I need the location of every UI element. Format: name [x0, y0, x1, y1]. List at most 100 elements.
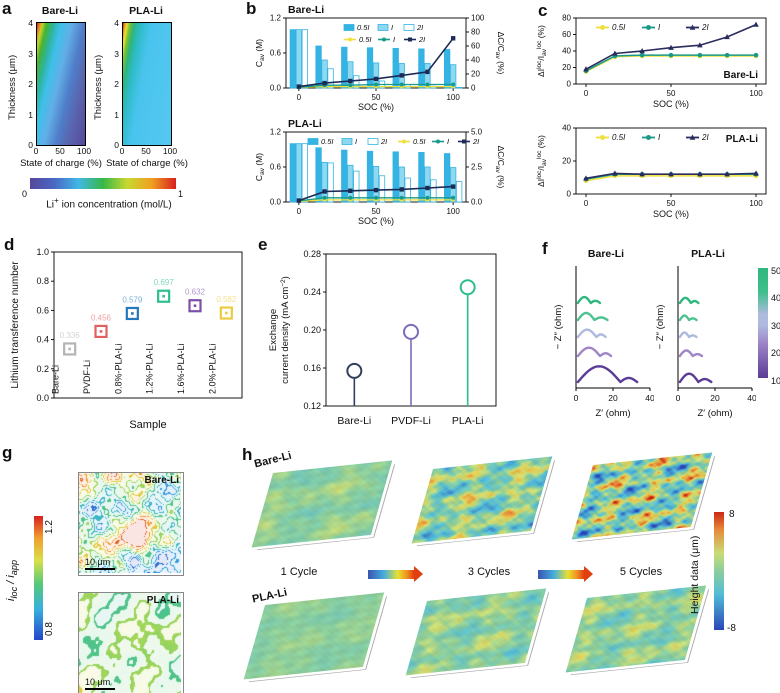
svg-text:0.6: 0.6	[270, 163, 282, 172]
transference-scatter: 0.0 0.2 0.4 0.6 0.8 1.0 0.336 Bare-Li 0.456 PVDF-…	[10, 247, 243, 431]
panel-h: h Bare-Li PLA-Li 1 Cycle 3 Cycles 5 Cycl…	[220, 440, 780, 693]
scalebar-text: 10 μm	[85, 676, 111, 687]
scalebar-line	[85, 687, 115, 690]
svg-text:ΔC/Cav (%): ΔC/Cav (%)	[494, 146, 504, 189]
heatmap-pla-ylabel: Thickness (μm)	[93, 54, 104, 120]
svg-text:I: I	[355, 137, 357, 146]
svg-text:0.6: 0.6	[36, 305, 49, 315]
svg-text:0.28: 0.28	[303, 249, 321, 259]
cycle-3-label: 3 Cycles	[467, 566, 511, 578]
current-ratio-min: 0.8	[44, 622, 55, 636]
svg-text:1.2%-PLA-Li: 1.2%-PLA-Li	[145, 343, 155, 394]
svg-text:I: I	[391, 23, 393, 32]
svg-text:Exchange: Exchange	[268, 309, 279, 351]
svg-text:Sample: Sample	[129, 419, 166, 431]
svg-text:20: 20	[471, 70, 480, 79]
current-ratio-colorbar	[34, 516, 43, 640]
contour-map-bare-title: Bare-Li	[144, 475, 179, 486]
svg-text:2.5: 2.5	[471, 163, 483, 172]
svg-text:SOC (%): SOC (%)	[358, 216, 394, 226]
svg-text:PLA-Li: PLA-Li	[726, 134, 758, 145]
cycle-label-40: 40th	[771, 293, 780, 303]
svg-text:I: I	[447, 137, 449, 146]
panel-c-label: c	[538, 1, 548, 20]
svg-text:80: 80	[471, 28, 480, 37]
heatmap-bare-xlabel: State of charge (%)	[20, 158, 102, 169]
current-ratio-max: 1.2	[44, 520, 55, 534]
svg-text:0: 0	[676, 393, 681, 403]
svg-text:0.632: 0.632	[185, 288, 206, 297]
svg-text:0.0: 0.0	[270, 84, 282, 93]
svg-text:0.5I: 0.5I	[612, 23, 626, 32]
svg-text:I: I	[658, 133, 661, 142]
svg-text:40: 40	[747, 393, 756, 403]
current-ratio-colorbar-label: iloc / iapp	[5, 559, 20, 601]
svg-text:0: 0	[471, 84, 476, 93]
svg-text:0.5I: 0.5I	[321, 137, 334, 146]
svg-text:0: 0	[584, 89, 589, 98]
svg-text:2I: 2I	[701, 133, 709, 142]
svg-text:SOC (%): SOC (%)	[653, 99, 689, 109]
contour-map-bare-canvas	[79, 473, 181, 573]
svg-text:0.8%-PLA-Li: 0.8%-PLA-Li	[113, 343, 123, 394]
svg-text:0.24: 0.24	[303, 287, 321, 297]
svg-text:0: 0	[574, 393, 579, 403]
svg-text:0.2: 0.2	[36, 364, 49, 374]
svg-text:100: 100	[446, 93, 460, 102]
surface-pla-5cycles	[558, 585, 708, 677]
cycle-1-label: 1 Cycle	[280, 566, 318, 578]
contour-map-bare: Bare-Li 10 μm	[78, 472, 184, 576]
contour-map-pla: PLA-Li 10 μm	[78, 592, 184, 693]
svg-text:80: 80	[562, 14, 571, 23]
svg-text:40: 40	[562, 124, 571, 133]
svg-text:20: 20	[608, 393, 618, 403]
svg-text:Lithium transference number: Lithium transference number	[10, 261, 21, 389]
svg-text:PLA-Li: PLA-Li	[452, 415, 484, 427]
svg-text:0.20: 0.20	[303, 325, 321, 335]
svg-text:60: 60	[562, 30, 571, 39]
svg-text:2I: 2I	[472, 137, 479, 146]
svg-text:20: 20	[710, 393, 720, 403]
svg-text:I: I	[658, 23, 661, 32]
svg-text:2I: 2I	[416, 23, 423, 32]
concentration-colorbar-label: Li+ ion concentration (mol/L)	[46, 195, 172, 211]
heatmap-bare-ylabel: Thickness (μm)	[7, 54, 18, 120]
svg-text:0.582: 0.582	[216, 295, 237, 304]
panel-e: e 0.12 0.16 0.20 0.24 0.28 Bare-Li PVDF-Li PLA-…	[254, 236, 506, 438]
svg-text:0.0: 0.0	[270, 198, 282, 207]
surface-pla-3cycles	[398, 588, 548, 680]
nyquist-pla-title: PLA-Li	[691, 248, 725, 260]
svg-text:40: 40	[471, 56, 480, 65]
combo-chart-pla: 0.0 0.6 1.2 0.0 2.5 5.0 0 50 100 SOC (%) Cav (M) ΔC…	[254, 128, 504, 226]
contour-map-pla-canvas	[79, 593, 181, 693]
nyquist-plot-pla: 0 20 40 Z′ (ohm) − Z″ (ohm)	[655, 266, 756, 419]
svg-text:100: 100	[471, 14, 485, 23]
panel-f-label: f	[542, 239, 548, 258]
svg-text:ΔC/Cav (%): ΔC/Cav (%)	[494, 32, 504, 75]
svg-text:1.6%-PLA-Li: 1.6%-PLA-Li	[176, 343, 186, 394]
svg-text:50: 50	[372, 207, 381, 216]
svg-text:20: 20	[562, 157, 571, 166]
svg-text:Bare-Li: Bare-Li	[724, 70, 759, 81]
svg-text:0: 0	[297, 93, 302, 102]
height-colorbar	[714, 512, 724, 630]
height-colorbar-label: Height data (μm)	[689, 535, 701, 615]
svg-text:0.5I: 0.5I	[359, 35, 372, 44]
svg-text:0.0: 0.0	[471, 198, 483, 207]
svg-text:1.2: 1.2	[270, 128, 282, 137]
panel-b: b Bare-Li 0.0 0.6 1.2 0 20 40 60 80 100 0 50 100 SOC…	[246, 0, 506, 234]
svg-text:0: 0	[567, 190, 572, 199]
cycle-label-50: 50th	[771, 266, 780, 276]
svg-text:100: 100	[749, 199, 763, 208]
svg-text:ΔIloc/Iavloc (%): ΔIloc/Iavloc (%)	[536, 25, 548, 77]
panel-b-label: b	[246, 0, 257, 18]
svg-text:0.4: 0.4	[36, 335, 49, 345]
panel-h-label: h	[242, 445, 253, 464]
svg-text:50: 50	[372, 93, 381, 102]
svg-text:2I: 2I	[418, 35, 425, 44]
svg-text:1.0: 1.0	[36, 247, 49, 257]
svg-text:ΔIloc/Iavloc (%): ΔIloc/Iavloc (%)	[536, 135, 548, 187]
svg-text:0.8: 0.8	[36, 276, 49, 286]
svg-text:100: 100	[446, 207, 460, 216]
svg-text:PVDF-Li: PVDF-Li	[391, 415, 431, 427]
